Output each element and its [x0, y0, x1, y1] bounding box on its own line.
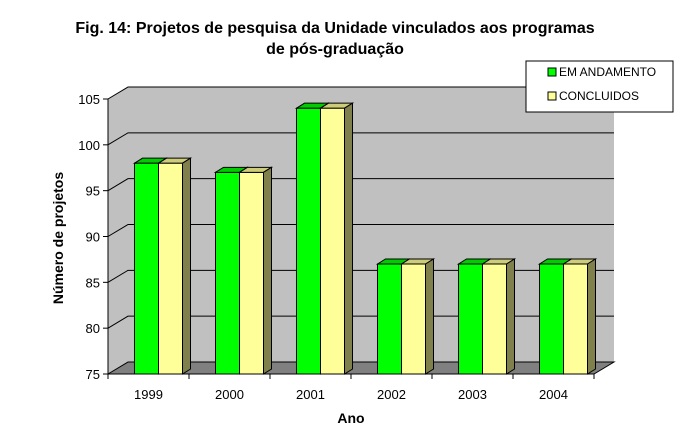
x-tick-label: 1999: [134, 387, 163, 402]
legend-swatch: [547, 91, 557, 101]
x-tick-label: 2000: [215, 387, 244, 402]
y-tick-label: 90: [86, 230, 100, 245]
bars: [132, 102, 598, 375]
x-tick-label: 2001: [296, 387, 325, 402]
bar-front: [239, 171, 264, 375]
gridline: [107, 224, 614, 237]
y-tick-labels: 75 80 85 90 95 100 105: [78, 92, 100, 382]
y-tick-label: 95: [86, 184, 100, 199]
bar-2004-concluidos: [561, 258, 598, 375]
bar-side: [344, 102, 353, 375]
gridline: [107, 315, 614, 329]
gridlines: [107, 86, 614, 329]
bar-front: [401, 263, 426, 375]
gridline: [107, 178, 614, 192]
bar-front: [215, 171, 240, 375]
legend-label: CONCLUIDOS: [559, 89, 639, 103]
bar-1999-concluidos: [156, 157, 193, 375]
x-tick-label: 2004: [539, 387, 568, 402]
bar-front: [377, 263, 402, 375]
y-tick-label: 85: [86, 275, 100, 290]
axes: [103, 98, 595, 379]
chart-title-line-1: Fig. 14: Projetos de pesquisa da Unidade…: [75, 20, 594, 37]
bar-front: [563, 263, 588, 375]
y-tick-label: 100: [78, 138, 100, 153]
x-tick-label: 2003: [458, 387, 487, 402]
y-axis-label: Número de projetos: [50, 172, 66, 304]
bar-front: [458, 263, 483, 375]
chart-title-line-2: de pós-graduação: [266, 41, 404, 58]
bar-2003-concluidos: [480, 258, 517, 375]
bar-front: [320, 107, 345, 375]
bar-side: [506, 258, 515, 375]
gridline: [107, 132, 614, 146]
bar-2000-concluidos: [237, 166, 274, 375]
bar-2002-concluidos: [399, 258, 436, 375]
bar-side: [425, 258, 434, 375]
legend: EM ANDAMENTO CONCLUIDOS: [525, 60, 674, 113]
bar-front: [158, 162, 183, 375]
bar-front: [296, 107, 321, 375]
legend-label: EM ANDAMENTO: [559, 65, 656, 79]
bar-front: [134, 162, 159, 375]
legend-swatch: [547, 67, 557, 77]
bar-front: [482, 263, 507, 375]
bar-side: [587, 258, 596, 375]
x-axis-label: Ano: [337, 410, 364, 426]
bar-side: [263, 166, 272, 375]
y-tick-label: 75: [86, 367, 100, 382]
y-tick-label: 80: [86, 321, 100, 336]
gridline: [107, 86, 614, 100]
bar-side: [182, 157, 191, 375]
bar-2001-concluidos: [318, 102, 355, 375]
bar-front: [539, 263, 564, 375]
x-tick-label: 2002: [377, 387, 406, 402]
gridline: [107, 269, 614, 283]
x-tick-labels: 1999 2000 2001 2002 2003 2004: [134, 387, 568, 402]
y-tick-label: 105: [78, 92, 100, 107]
